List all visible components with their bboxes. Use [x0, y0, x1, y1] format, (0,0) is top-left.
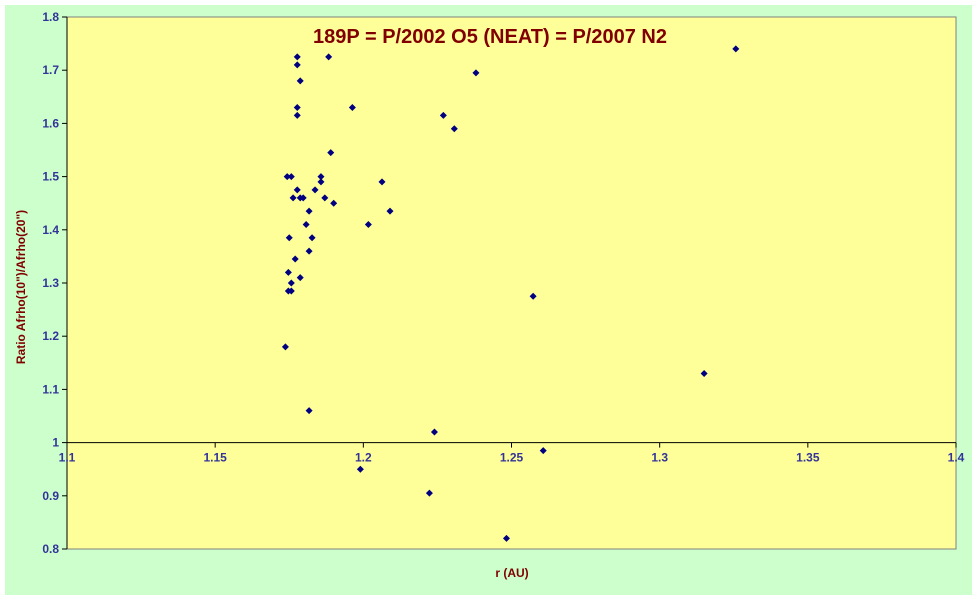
y-tick-label: 1.3 [42, 276, 59, 290]
data-point [356, 465, 364, 473]
y-tick-label: 1.6 [42, 116, 59, 130]
y-axis: 0.8 0.9 1 1.1 1.2 1.3 1.4 1.5 1.6 1.7 1.8 [42, 10, 68, 556]
data-point [317, 173, 325, 181]
data-point [284, 268, 292, 276]
data-point [327, 149, 335, 157]
y-tick-label: 1.4 [42, 223, 59, 237]
scatter-chart: 0.80.911.11.21.31.41.51.61.71.8 1.1 1.15 1… [14, 10, 965, 580]
data-point [287, 279, 295, 287]
x-axis-title: r (AU) [495, 566, 528, 580]
x-tick-label: 1.2 [355, 451, 372, 465]
data-point [305, 407, 313, 415]
data-points [281, 45, 740, 542]
data-point [386, 207, 394, 215]
data-point [311, 186, 319, 194]
x-tick-label: 1.3 [651, 451, 668, 465]
data-point [291, 255, 299, 263]
data-point [364, 220, 372, 228]
data-point [529, 292, 537, 300]
data-point [287, 173, 295, 181]
data-point [348, 103, 356, 111]
data-point [425, 489, 433, 497]
y-axis-title: Ratio Afrho(10")/Afrho(20") [14, 210, 28, 364]
data-point [700, 369, 708, 377]
x-tick-label: 1.35 [796, 451, 820, 465]
data-point [293, 186, 301, 194]
x-axis: 1.1 1.15 1.2 1.25 1.3 1.35 1.4 [59, 442, 965, 465]
x-tick-label: 1.25 [500, 451, 524, 465]
data-point [296, 77, 304, 85]
x-tick-label: 1.15 [203, 451, 227, 465]
data-point [305, 207, 313, 215]
data-point [302, 220, 310, 228]
x-tick-label: 1.1 [59, 451, 76, 465]
data-point [378, 178, 386, 186]
data-point [430, 428, 438, 436]
plot-area [66, 16, 957, 550]
y-tick-label: 1.7 [42, 63, 59, 77]
x-tick-label: 1.4 [948, 451, 965, 465]
data-point [305, 247, 313, 255]
data-point [308, 234, 316, 242]
data-point [539, 447, 547, 455]
data-point [317, 178, 325, 186]
data-point [439, 111, 447, 119]
data-point [502, 534, 510, 542]
y-tick-label: 0.9 [42, 489, 59, 503]
data-point [293, 61, 301, 69]
data-point [287, 287, 295, 295]
data-point [325, 53, 333, 61]
data-point [283, 173, 291, 181]
data-point [293, 103, 301, 111]
data-point [293, 53, 301, 61]
data-point [472, 69, 480, 77]
data-point [293, 111, 301, 119]
data-point [299, 194, 307, 202]
chart-title: 189P = P/2002 O5 (NEAT) = P/2007 N2 [313, 26, 667, 48]
data-point [285, 234, 293, 242]
data-point [330, 199, 338, 207]
data-point [321, 194, 329, 202]
y-tick-label: 1.1 [42, 382, 59, 396]
y-tick-label: 1 [52, 436, 59, 450]
data-point [281, 343, 289, 351]
data-point [450, 125, 458, 133]
y-tick-label: 1.8 [42, 10, 59, 24]
y-tick-label: 0.8 [42, 542, 59, 556]
data-point [296, 274, 304, 282]
y-tick-label: 1.5 [42, 170, 59, 184]
data-point [732, 45, 740, 53]
data-point [289, 194, 297, 202]
y-tick-label: 1.2 [42, 329, 59, 343]
chart-area: 0.8 0.9 1 1.1 1.2 1.3 1.4 1.5 1.6 1.7 1.8 1.1 1.15 1… [5, 5, 972, 595]
